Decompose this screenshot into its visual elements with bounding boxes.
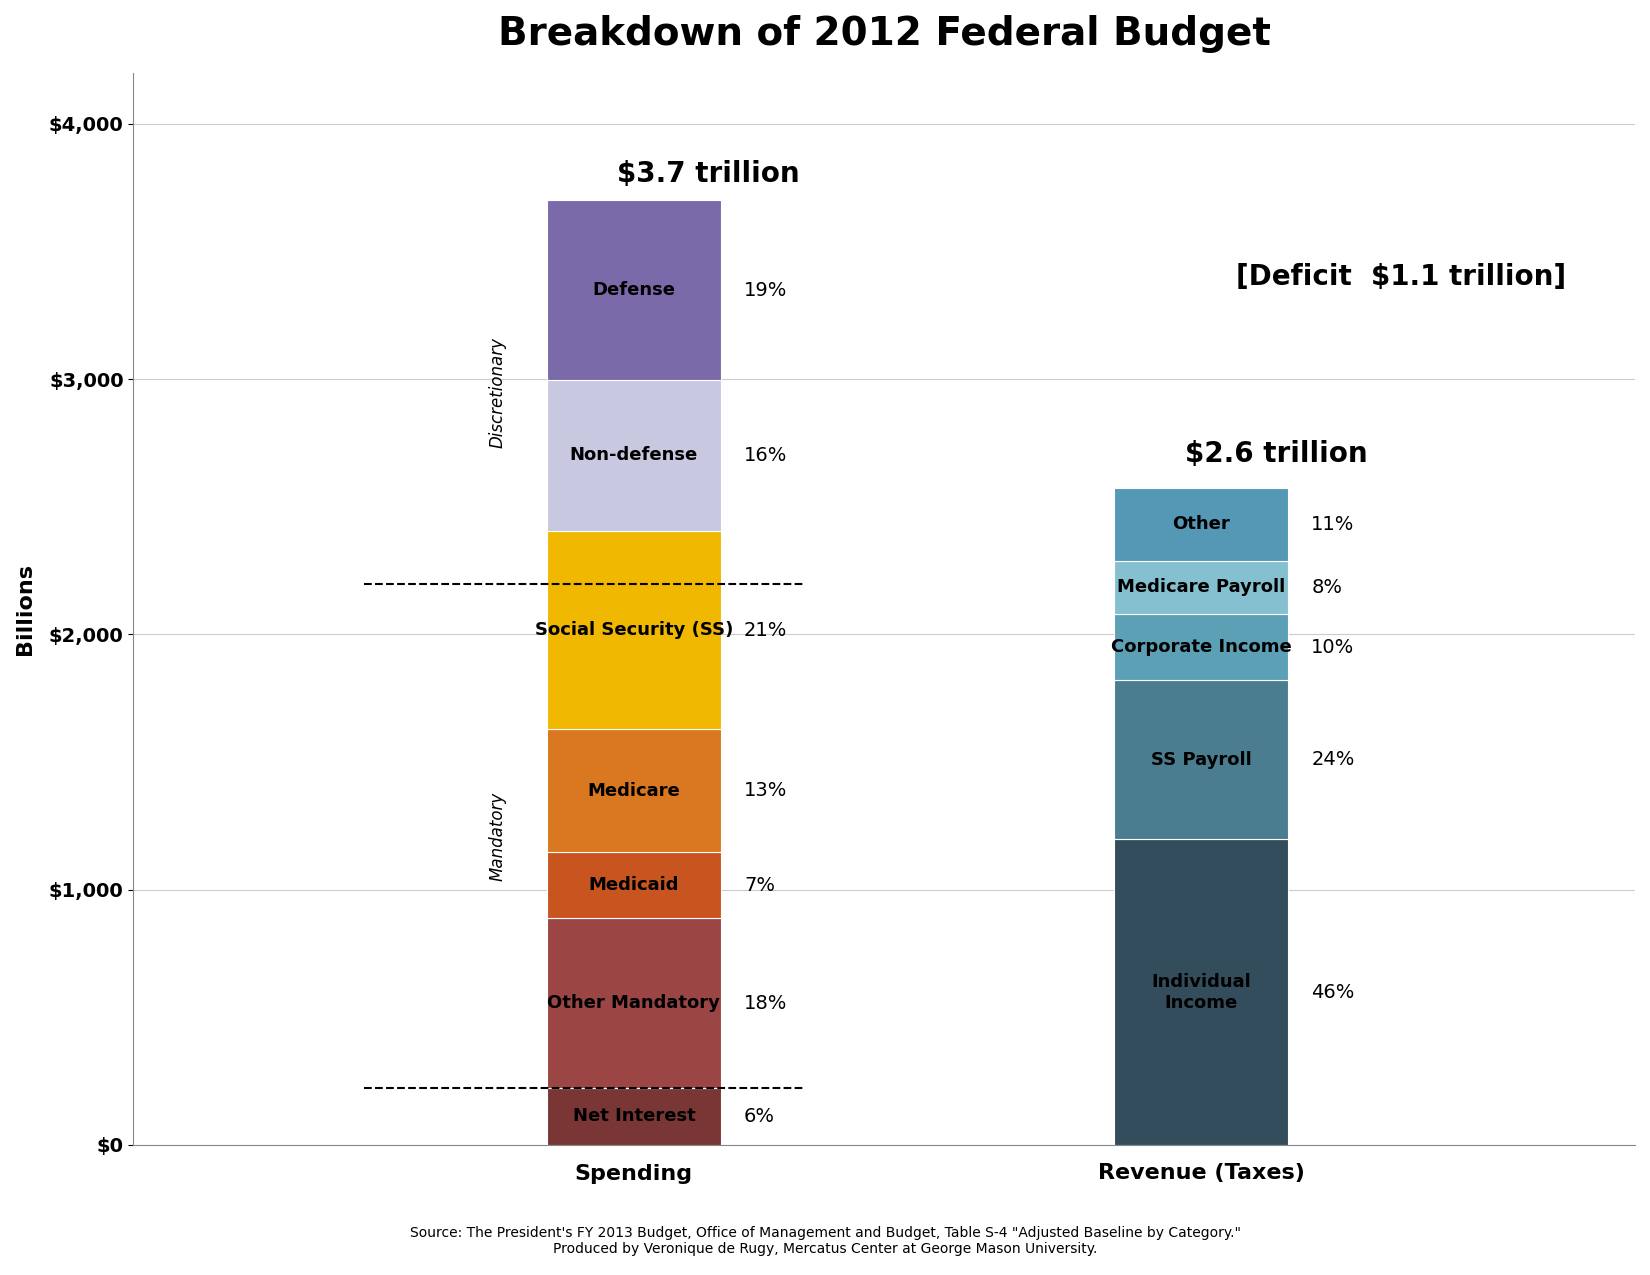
Text: Individual
Income: Individual Income [1152, 973, 1251, 1011]
Bar [548, 852, 721, 918]
Bar [1114, 561, 1289, 613]
Text: Defense: Defense [592, 280, 675, 300]
Bar [548, 1088, 721, 1145]
Bar [548, 918, 721, 1088]
Text: 21%: 21% [744, 621, 787, 640]
Text: 10%: 10% [1312, 638, 1355, 657]
Y-axis label: Billions: Billions [15, 562, 35, 655]
Bar [548, 729, 721, 852]
Text: Medicare: Medicare [587, 782, 680, 799]
Text: Medicare Payroll: Medicare Payroll [1117, 579, 1285, 597]
Text: 18%: 18% [744, 993, 787, 1012]
Text: 8%: 8% [1312, 578, 1343, 597]
Text: 6%: 6% [744, 1107, 775, 1126]
Text: Other Mandatory: Other Mandatory [548, 994, 721, 1012]
Text: $2.6 trillion: $2.6 trillion [1185, 440, 1368, 468]
Title: Breakdown of 2012 Federal Budget: Breakdown of 2012 Federal Budget [498, 15, 1270, 54]
Text: [Deficit  $1.1 trillion]: [Deficit $1.1 trillion] [1236, 263, 1566, 291]
Bar [1114, 681, 1289, 839]
Bar [1114, 488, 1289, 561]
Bar [1114, 839, 1289, 1145]
Text: 16%: 16% [744, 446, 787, 465]
Text: 24%: 24% [1312, 751, 1355, 769]
Bar [1114, 613, 1289, 681]
Text: Other: Other [1172, 515, 1229, 533]
Text: 11%: 11% [1312, 515, 1355, 534]
Bar [548, 200, 721, 380]
Text: $3.7 trillion: $3.7 trillion [617, 159, 800, 187]
Text: Social Security (SS): Social Security (SS) [535, 621, 733, 639]
Text: Medicaid: Medicaid [589, 876, 680, 894]
Text: Corporate Income: Corporate Income [1110, 638, 1292, 657]
Text: SS Payroll: SS Payroll [1150, 751, 1252, 769]
Text: 46%: 46% [1312, 983, 1355, 1002]
Text: Non-defense: Non-defense [569, 446, 698, 464]
Text: Net Interest: Net Interest [573, 1108, 695, 1126]
Text: Mandatory: Mandatory [488, 792, 507, 881]
Text: 19%: 19% [744, 280, 787, 300]
Text: Discretionary: Discretionary [488, 337, 507, 448]
Bar [548, 530, 721, 729]
Text: 7%: 7% [744, 876, 775, 895]
Text: Source: The President's FY 2013 Budget, Office of Management and Budget, Table S: Source: The President's FY 2013 Budget, … [409, 1225, 1241, 1256]
Bar [548, 380, 721, 530]
Text: 13%: 13% [744, 782, 787, 801]
